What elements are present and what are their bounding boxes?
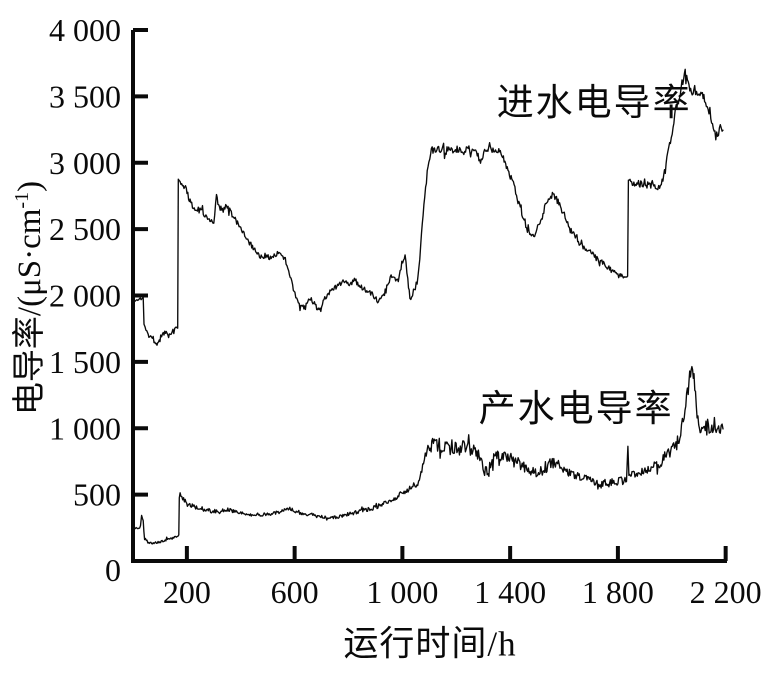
y-tick-label: 2 500	[49, 211, 121, 247]
y-axis-title-superscript: -1	[11, 191, 33, 209]
axes-group	[131, 28, 728, 563]
y-tick-label: 2 000	[49, 278, 121, 314]
axis-spine	[131, 30, 727, 563]
x-tick-label: 1 400	[474, 574, 546, 610]
series-group	[132, 68, 724, 545]
tick-labels-group: 0 500 1 000 1 500 2 000 2 500 3 000 3 500 4 000 2…	[49, 12, 762, 610]
series-label-product-water: 产水电导率	[478, 389, 674, 431]
x-tick-label: 1 800	[582, 574, 654, 610]
x-tick-label: 1 000	[366, 574, 438, 610]
y-axis-title-close: )	[12, 180, 48, 192]
x-axis-title: 运行时间/h	[343, 624, 517, 664]
series-label-inlet-water: 进水电导率	[496, 83, 692, 125]
y-tick-label: 500	[73, 477, 121, 513]
y-tick-label: 3 000	[49, 145, 121, 181]
series-line-inlet-water	[132, 68, 724, 346]
y-tick-label: 3 500	[49, 78, 121, 114]
y-tick-label: 0	[105, 552, 121, 588]
x-tick-label: 2 200	[690, 574, 762, 610]
y-tick-label: 1 000	[49, 410, 121, 446]
y-tick-label: 4 000	[49, 12, 121, 48]
x-tick-label: 600	[271, 574, 319, 610]
y-tick-label: 1 500	[49, 344, 121, 380]
x-tick-label: 200	[163, 574, 211, 610]
y-axis-title: 电导率/(μS·cm-1)	[2, 181, 50, 415]
series-line-product-water	[132, 365, 724, 545]
y-axis-title-main: 电导率/(μS·cm	[12, 208, 48, 416]
